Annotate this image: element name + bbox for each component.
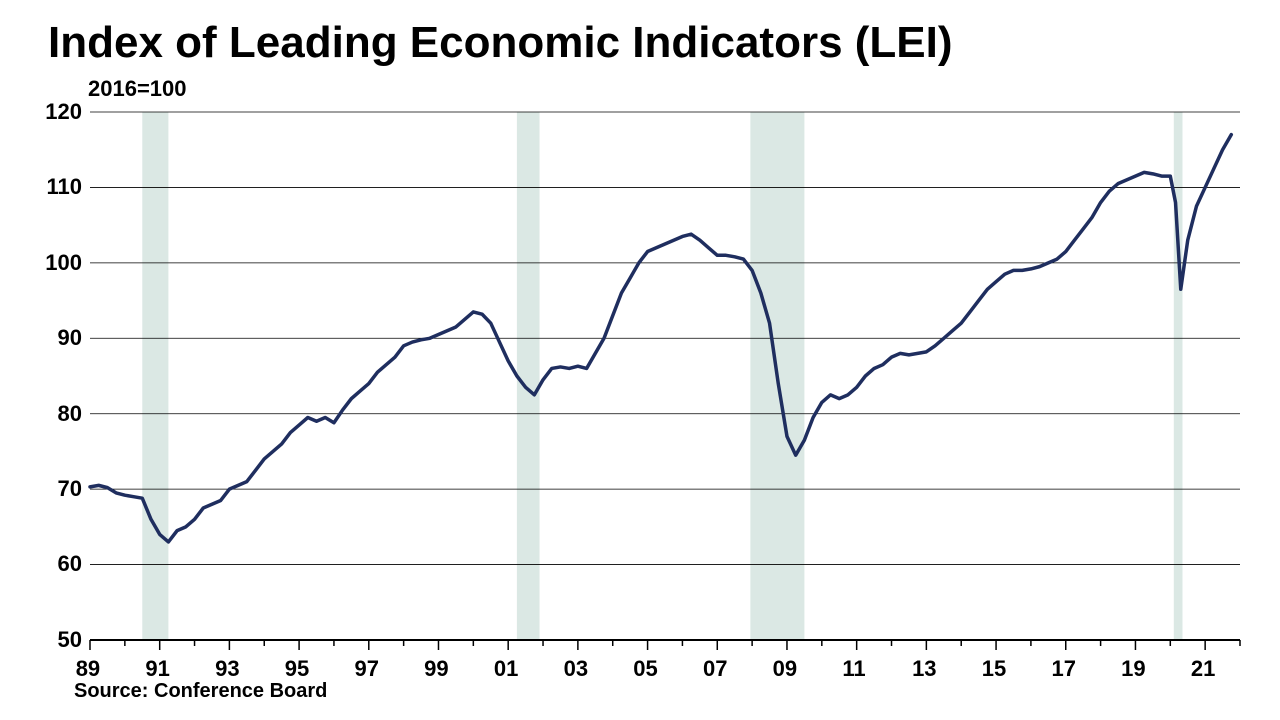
x-axis-label: 99 (424, 656, 448, 682)
x-axis-label: 11 (842, 656, 865, 682)
plot-area (90, 112, 1240, 640)
chart-subtitle: 2016=100 (88, 76, 187, 102)
y-axis-label: 110 (47, 174, 83, 200)
chart-source: Source: Conference Board (74, 680, 327, 703)
x-axis-label: 17 (1051, 656, 1075, 682)
y-axis-label: 70 (58, 476, 82, 502)
x-axis-label: 91 (145, 656, 169, 682)
x-axis-label: 05 (633, 656, 657, 682)
x-axis-label: 19 (1121, 656, 1145, 682)
y-axis-label: 80 (58, 401, 82, 427)
y-axis-label: 120 (45, 99, 82, 125)
y-axis-label: 90 (58, 325, 82, 351)
x-axis-label: 09 (773, 656, 797, 682)
y-axis-label: 100 (45, 250, 82, 276)
y-axis-label: 50 (58, 627, 82, 653)
x-axis-label: 89 (76, 656, 100, 682)
x-axis-label: 07 (703, 656, 727, 682)
y-axis-label: 60 (58, 551, 82, 577)
x-axis-label: 21 (1191, 656, 1215, 682)
x-axis-label: 01 (494, 656, 518, 682)
chart-container: Index of Leading Economic Indicators (LE… (0, 0, 1280, 720)
x-axis-label: 15 (982, 656, 1006, 682)
chart-svg (90, 112, 1240, 654)
x-axis-label: 93 (215, 656, 239, 682)
x-axis-label: 95 (285, 656, 309, 682)
x-axis-label: 13 (912, 656, 936, 682)
x-axis-label: 03 (564, 656, 588, 682)
x-axis-label: 97 (354, 656, 378, 682)
chart-title: Index of Leading Economic Indicators (LE… (48, 18, 953, 68)
